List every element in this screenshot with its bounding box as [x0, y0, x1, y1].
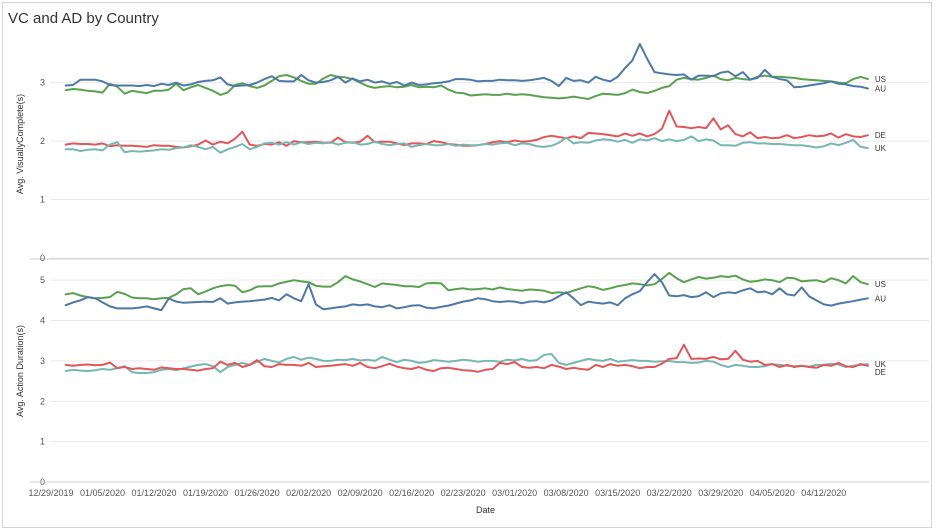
- x-tick-label: 03/29/2020: [698, 488, 743, 498]
- series-end-label-uk: UK: [875, 144, 887, 153]
- series-line-us: [64, 271, 869, 301]
- y-tick-label: 3: [40, 78, 45, 88]
- series-line-au: [64, 273, 869, 312]
- x-tick-label: 01/19/2020: [183, 488, 228, 498]
- y-tick-label: 5: [40, 275, 45, 285]
- series-end-label-de: DE: [875, 131, 886, 140]
- x-tick-label: 01/26/2020: [235, 488, 280, 498]
- x-tick-label: 03/22/2020: [647, 488, 692, 498]
- y-axis-title: Avg. VisuallyComplete(s): [15, 94, 25, 194]
- series-end-label-uk: UK: [875, 360, 887, 369]
- x-tick-label: 03/01/2020: [492, 488, 537, 498]
- x-tick-label: 02/09/2020: [338, 488, 383, 498]
- series-line-au: [64, 43, 869, 90]
- x-tick-label: 12/29/2019: [28, 488, 73, 498]
- y-tick-label: 2: [40, 136, 45, 146]
- x-tick-label: 03/08/2020: [544, 488, 589, 498]
- chart-title: VC and AD by Country: [8, 10, 159, 27]
- x-tick-label: 01/05/2020: [80, 488, 125, 498]
- series-end-label-au: AU: [875, 294, 886, 303]
- y-tick-label: 1: [40, 195, 45, 205]
- series-end-label-us: US: [875, 280, 886, 289]
- series-line-us: [64, 74, 869, 100]
- x-tick-label: 02/23/2020: [441, 488, 486, 498]
- series-line-uk: [64, 135, 869, 154]
- x-tick-label: 01/12/2020: [132, 488, 177, 498]
- x-tick-label: 02/02/2020: [286, 488, 331, 498]
- series-end-label-de: DE: [875, 368, 886, 377]
- series-end-label-au: AU: [875, 84, 886, 93]
- series-end-label-us: US: [875, 75, 886, 84]
- x-tick-label: 03/15/2020: [595, 488, 640, 498]
- y-tick-label: 1: [40, 437, 45, 447]
- x-tick-label: 04/12/2020: [801, 488, 846, 498]
- y-tick-label: 3: [40, 356, 45, 366]
- x-tick-label: 04/05/2020: [750, 488, 795, 498]
- y-axis-title: Avg. Action Duration(s): [15, 325, 25, 417]
- y-tick-label: 0: [40, 253, 45, 263]
- x-tick-label: 02/16/2020: [389, 488, 434, 498]
- series-line-de: [64, 343, 869, 373]
- x-axis-title: Date: [476, 505, 495, 515]
- y-tick-label: 2: [40, 396, 45, 406]
- series-line-uk: [64, 353, 869, 374]
- y-tick-label: 4: [40, 316, 45, 326]
